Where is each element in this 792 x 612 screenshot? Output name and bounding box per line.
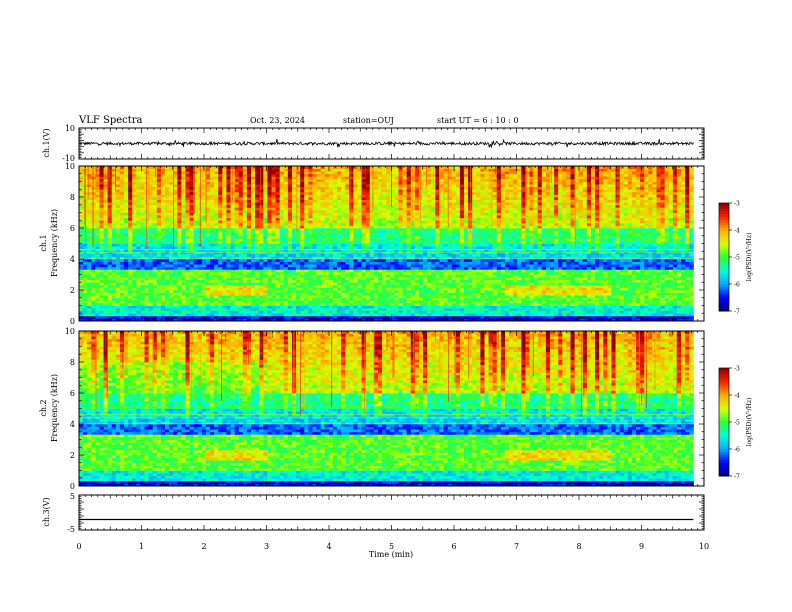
start-time-label: start UT = 6 : 10 : 0 <box>437 116 518 125</box>
time-tick-label: 1 <box>139 542 144 551</box>
ch1-colorbar: -3 -4 -5 -6 -7 log(PSD)(V²/Hz) <box>719 201 753 316</box>
station-label: station=OUJ <box>343 116 394 125</box>
time-tick-label: 0 <box>76 542 81 551</box>
frequency-tick-label: 2 <box>70 286 75 295</box>
ch2-spectrogram-image <box>79 331 704 486</box>
frequency-tick-label: 0 <box>70 482 75 491</box>
time-tick-label: 2 <box>201 542 206 551</box>
recording-date: Oct. 23, 2024 <box>250 116 305 125</box>
frequency-tick-label: 4 <box>70 255 75 264</box>
time-axis-label: Time (min) <box>369 550 413 559</box>
ch2-spectrogram-panel: 0 2 4 6 8 10 ch.2 Frequency (kHz) -3 -4 -5 -6 -7 l… <box>39 327 753 491</box>
colorbar-tick-label: -7 <box>734 309 740 316</box>
frequency-tick-label: 4 <box>70 420 75 429</box>
ch1-waveform-panel: 10 -10 ch.1(V) <box>42 124 704 163</box>
colorbar-tick-label: -6 <box>734 447 740 454</box>
time-tick-label: 4 <box>326 542 331 551</box>
colorbar-tick-label: -7 <box>734 474 740 481</box>
ch3-waveform-frame <box>79 495 704 530</box>
ch3-ytick-top: 5 <box>70 492 75 501</box>
time-tick-label: 6 <box>451 542 456 551</box>
colorbar-tick-label: -4 <box>734 393 740 400</box>
figure-title: VLF Spectra <box>78 115 143 126</box>
time-tick-label: 7 <box>514 542 519 551</box>
frequency-tick-label: 6 <box>70 224 75 233</box>
colorbar-tick-label: -4 <box>734 228 740 235</box>
time-tick-label: 8 <box>576 542 581 551</box>
ch1-ytick-top: 10 <box>65 124 75 133</box>
time-tick-label: 9 <box>639 542 644 551</box>
colorbar-tick-label: -6 <box>734 282 740 289</box>
time-tick-label: 3 <box>264 542 269 551</box>
colorbar-label: log(PSD)(V²/Hz) <box>746 398 753 447</box>
frequency-tick-label: 8 <box>70 358 75 367</box>
ch3-waveform-panel: 5 -5 ch.3(V) <box>42 492 704 534</box>
frequency-tick-label: 0 <box>70 317 75 326</box>
ch1-spectrogram-image <box>79 166 704 321</box>
ch2-frequency-axis-label: Frequency (kHz) <box>50 374 59 442</box>
ch2-spectrogram-label: ch.2 <box>39 399 48 416</box>
ch2-colorbar: -3 -4 -5 -6 -7 log(PSD)(V²/Hz) <box>719 366 753 481</box>
ch3-ytick-bottom: -5 <box>67 525 75 534</box>
colorbar-step <box>719 368 729 371</box>
ch1-spectrogram-label: ch.1 <box>39 234 48 251</box>
frequency-tick-label: 6 <box>70 389 75 398</box>
colorbar-tick-label: -3 <box>734 366 740 373</box>
ch2-frequency-tick-labels: 0 2 4 6 8 10 <box>65 327 75 491</box>
colorbar-tick-label: -3 <box>734 201 740 208</box>
colorbar-step <box>719 203 729 206</box>
colorbar-tick-label: -5 <box>734 255 740 262</box>
frequency-tick-label: 10 <box>65 327 75 336</box>
colorbar-label: log(PSD)(V²/Hz) <box>746 233 753 282</box>
frequency-tick-label: 10 <box>65 162 75 171</box>
ch1-frequency-tick-labels: 0 2 4 6 8 10 <box>65 162 75 326</box>
frequency-tick-label: 8 <box>70 193 75 202</box>
ch1-spectrogram-panel: 0 2 4 6 8 10 ch.1 Frequency (kHz) -3 -4 -5 -6 -7 l… <box>39 162 753 326</box>
time-tick-label: 10 <box>699 542 709 551</box>
ch3-waveform-ylabel: ch.3(V) <box>42 497 51 526</box>
ch1-frequency-axis-label: Frequency (kHz) <box>50 209 59 277</box>
colorbar-tick-label: -5 <box>734 420 740 427</box>
frequency-tick-label: 2 <box>70 451 75 460</box>
ch1-waveform-ylabel: ch.1(V) <box>42 128 51 157</box>
